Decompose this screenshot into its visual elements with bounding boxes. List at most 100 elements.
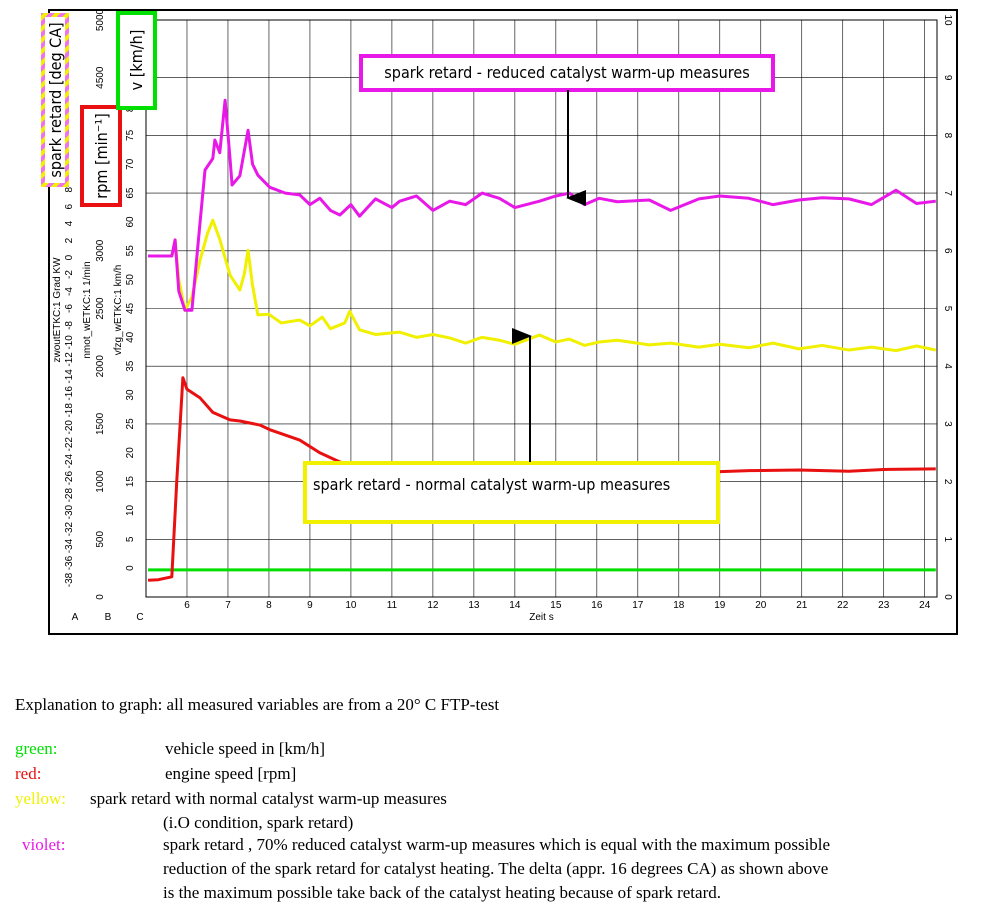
x-tick-label: 11 [387,600,398,611]
explanation-text: is the maximum possible take back of the… [163,883,721,902]
y-tick-label: -4 [64,287,75,296]
series-line [170,218,937,353]
legend-box-inner [45,17,65,183]
y-tick-label: -6 [64,304,75,313]
y-tick-label: -36 [64,555,75,570]
x-tick-label: 6 [184,600,190,611]
y-tick-label: 1 [942,537,953,543]
series-line [148,98,936,312]
y-tick-label: 500 [95,531,106,548]
legend-box [80,105,122,207]
y-tick-label: 45 [125,303,136,315]
y-tick-label: 2500 [95,297,106,320]
legend-label: v [km/h] [127,30,146,91]
y-tick-label: 5 [125,536,136,542]
x-tick-label: 19 [714,600,726,611]
y-tick-label: 15 [125,476,136,488]
y-tick-label: 0 [942,594,953,600]
explanation-text: engine speed [rpm] [165,764,296,783]
y-tick-label: 55 [125,245,136,257]
y-tick-label: 65 [125,187,136,199]
y-tick-label: 30 [125,389,136,401]
y-tick-label: 6 [942,248,953,254]
y-tick-label: -38 [64,572,75,587]
x-axis-label: Zeit s [529,612,553,623]
y-tick-label: 4500 [95,66,106,89]
legend-label: spark retard [deg CA] [46,22,65,177]
y-tick-label: -22 [64,437,75,452]
x-tick-label: 17 [632,600,644,611]
y-tick-label: 20 [125,447,136,459]
x-tick-label: 23 [878,600,890,611]
explanation: Explanation to graph: all measured varia… [15,695,830,902]
legend-label: rpm [min⁻¹] [92,113,111,198]
explanation-label: violet: [22,835,65,854]
legend-box [116,11,157,110]
explanation-label: yellow: [15,789,66,808]
x-tick-label: 10 [345,600,357,611]
y-tick-label: 7 [942,190,953,196]
y-tick-label: 2 [942,479,953,485]
x-tick-label: 20 [755,600,767,611]
y-tick-label: 5000 [95,8,106,31]
y-tick-label: -14 [64,369,75,384]
y-tick-label: 75 [125,129,136,141]
annotation-box [303,461,720,524]
y-tick-label: 2 [64,237,75,243]
y-tick-label: 0 [125,565,136,571]
y-tick-label: 35 [125,360,136,372]
x-tick-label: 7 [225,600,231,611]
y-tick-label: 1500 [95,412,106,435]
y-tick-label: -8 [64,321,75,330]
axis-label: vfzg_wETKC:1 km/h [113,265,124,356]
explanation-label: red: [15,764,41,783]
axis-label: zwoutETKC:1 Grad KW [52,257,63,363]
x-tick-label: 24 [919,600,931,611]
y-tick-label: -28 [64,488,75,503]
explanation-text: reduction of the spark retard for cataly… [163,859,828,878]
y-tick-label: -18 [64,403,75,418]
y-tick-label: 4 [64,220,75,226]
y-tick-label: 10 [942,14,953,26]
y-tick-label: 1000 [95,470,106,493]
y-tick-label: 25 [125,418,136,430]
y-tick-label: 6 [64,203,75,209]
axis-letter: A [72,612,79,623]
y-tick-label: -16 [64,386,75,401]
y-tick-label: 8 [64,186,75,192]
overlays: spark retard - reduced catalyst warm-up … [41,11,775,524]
x-tick-label: 16 [591,600,603,611]
x-tick-label: 18 [673,600,685,611]
x-tick-label: 13 [468,600,480,611]
x-tick-label: 21 [796,600,808,611]
y-tick-label: -20 [64,420,75,435]
chart-frame [48,9,958,635]
y-tick-label: 0 [95,594,106,600]
axis-letter: C [136,612,143,623]
y-tick-label: 9 [942,75,953,81]
x-tick-label: 15 [550,600,562,611]
explanation-text: spark retard , 70% reduced catalyst warm… [163,835,830,854]
annotation: spark retard - normal catalyst warm-up m… [313,475,670,494]
y-tick-label: -24 [64,454,75,469]
explanation-intro: Explanation to graph: all measured varia… [15,695,499,714]
y-tick-label: 40 [125,331,136,343]
plot-frame [145,19,938,598]
y-tick-label: 2000 [95,355,106,378]
y-tick-label: -34 [64,538,75,553]
y-tick-label: 70 [125,158,136,170]
explanation-text: (i.O condition, spark retard) [163,813,353,832]
x-tick-label: 22 [837,600,849,611]
y-tick-label: 10 [125,504,136,516]
annotation-box [359,54,775,92]
axis-label: nmot_wETKC:1 1/min [82,261,93,358]
y-tick-label: -2 [64,270,75,279]
y-tick-label: 0 [64,254,75,260]
explanation-label: green: [15,739,57,758]
y-tick-label: -12 [64,352,75,367]
x-tick-label: 12 [427,600,439,611]
y-tick-label: 4 [942,363,953,369]
y-tick-label: 60 [125,216,136,228]
